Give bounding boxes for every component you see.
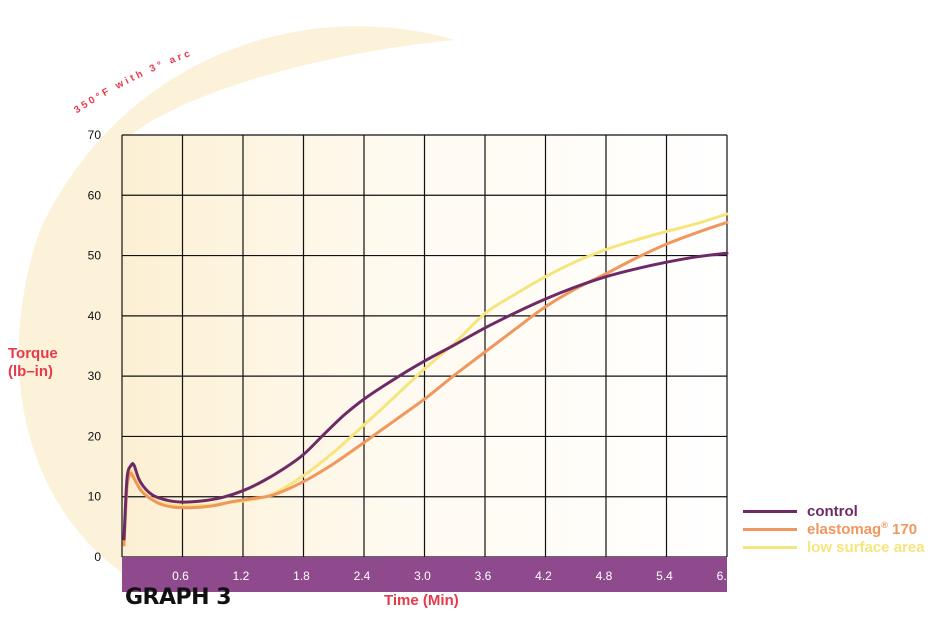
- legend-swatch-control: [743, 509, 797, 513]
- y-tick-label: 0: [94, 550, 101, 564]
- crescent-glow: [18, 26, 455, 576]
- legend-swatch-low-surface-area: [743, 545, 797, 549]
- y-tick-labels: 0 10 20 30 40 50 60 70: [88, 128, 102, 564]
- series-line-control: [122, 251, 729, 541]
- legend-label-low-surface-area: low surface area: [807, 538, 925, 556]
- y-axis-label: Torque (lb–in): [8, 345, 58, 381]
- background-glow: [18, 26, 455, 576]
- y-tick-label: 50: [88, 249, 102, 263]
- y-tick-label: 40: [88, 309, 102, 323]
- x-tick-label: 4.8: [596, 569, 613, 583]
- x-tick-label: 6.0: [717, 569, 734, 583]
- x-tick-label: 1.2: [233, 569, 250, 583]
- y-tick-label: 20: [88, 429, 102, 443]
- x-axis-band: [122, 557, 727, 592]
- y-axis-label-line2: (lb–in): [8, 363, 53, 380]
- x-tick-labels: 0.6 1.2 1.8 2.4 3.0 3.6 4.2 4.8 5.4 6.0: [172, 569, 734, 583]
- y-tick-label: 30: [88, 369, 102, 383]
- x-tick-label: 4.2: [535, 569, 552, 583]
- legend-label-control: control: [807, 502, 858, 520]
- data-series: [122, 212, 729, 547]
- x-tick-label: 1.8: [293, 569, 310, 583]
- legend-item-elastomag: elastomag® 170: [743, 520, 925, 538]
- grid-lines: [121, 134, 728, 558]
- x-tick-label: 3.6: [475, 569, 492, 583]
- y-axis-label-line1: Torque: [8, 345, 58, 362]
- x-axis-label: Time (Min): [384, 592, 459, 609]
- legend-item-low-surface-area: low surface area: [743, 538, 925, 556]
- x-tick-label: 3.0: [414, 569, 431, 583]
- y-tick-label: 10: [88, 490, 102, 504]
- y-tick-label: 60: [88, 188, 102, 202]
- legend-item-control: control: [743, 502, 925, 520]
- legend-label-elastomag: elastomag® 170: [807, 520, 918, 538]
- x-tick-label: 2.4: [354, 569, 371, 583]
- registered-mark: ®: [881, 520, 888, 530]
- y-tick-label: 70: [88, 128, 102, 142]
- x-tick-label: 0.6: [172, 569, 189, 583]
- graph-title: GRAPH 3: [125, 585, 232, 610]
- legend-swatch-elastomag: [743, 527, 797, 531]
- x-tick-label: 5.4: [656, 569, 673, 583]
- legend: control elastomag® 170 low surface area: [743, 502, 925, 556]
